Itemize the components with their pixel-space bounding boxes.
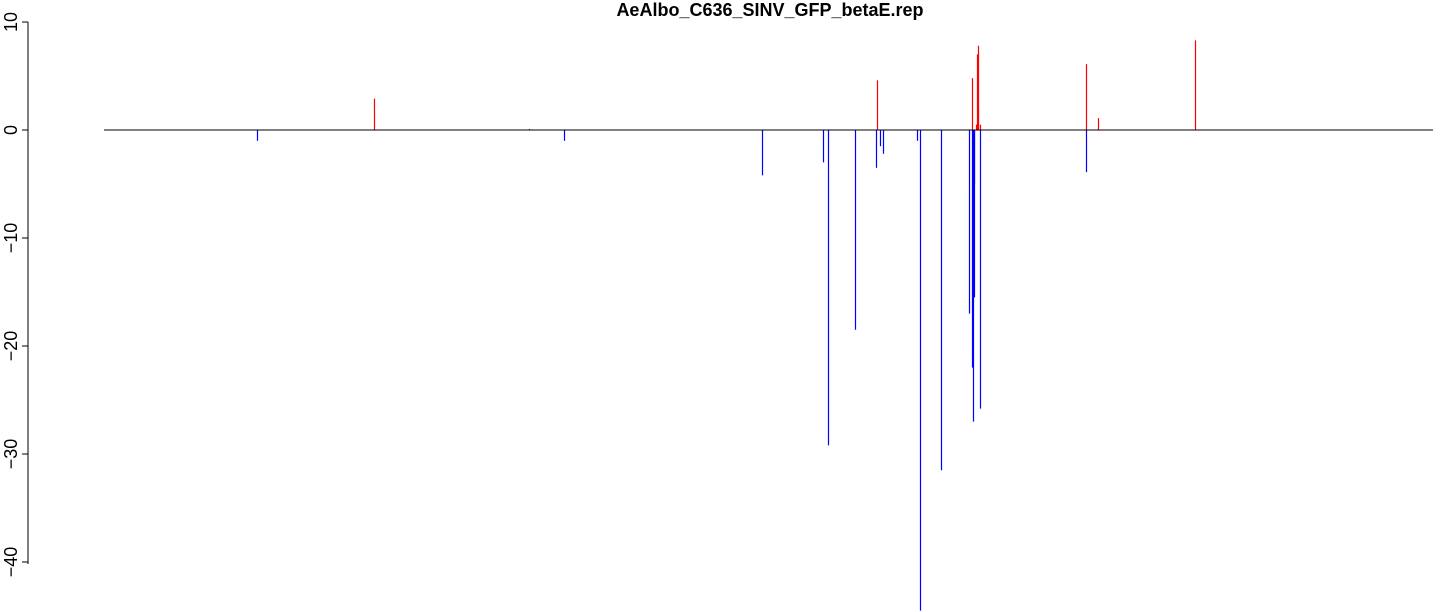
chart-title: AeAlbo_C636_SINV_GFP_betaE.rep <box>616 0 923 20</box>
bars <box>256 40 1197 611</box>
y-axis-ticks: −40 −30 −20 −10 0 10 <box>1 12 28 577</box>
y-tick-label: 10 <box>1 12 21 32</box>
y-tick-label: −20 <box>1 331 21 362</box>
y-tick-label: 0 <box>1 125 21 135</box>
y-tick-label: −30 <box>1 439 21 470</box>
y-tick-label: −40 <box>1 547 21 578</box>
y-tick-label: −10 <box>1 223 21 254</box>
